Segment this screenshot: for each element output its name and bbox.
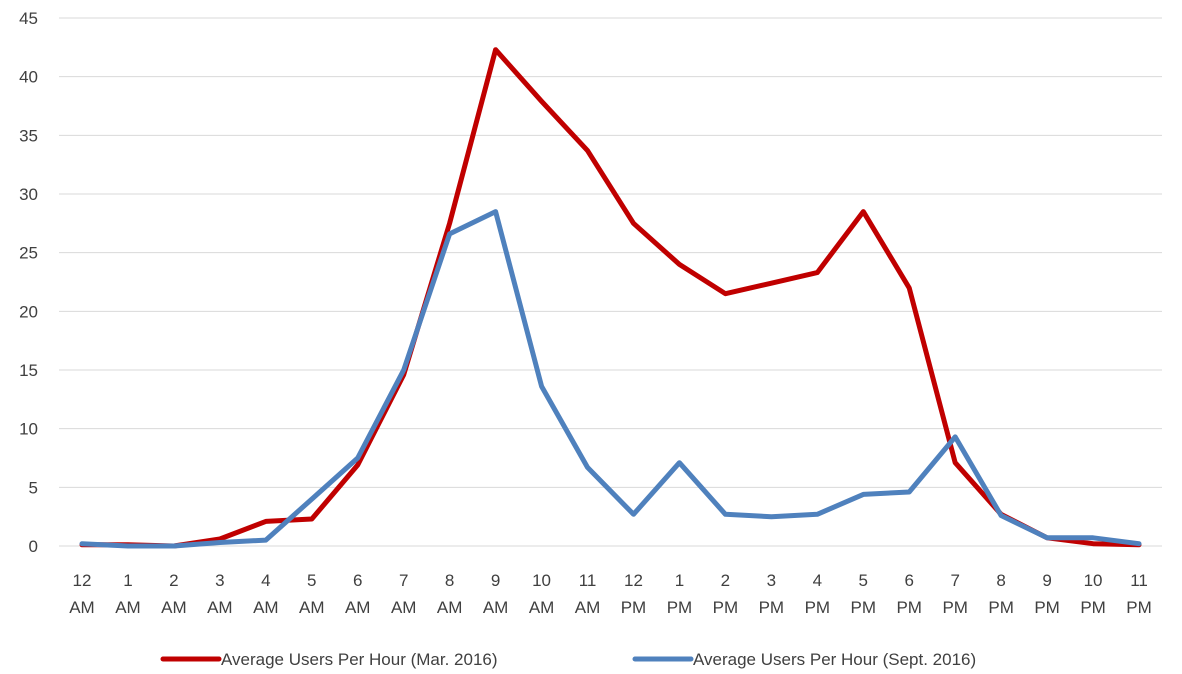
- x-tick-label-hour: 1: [675, 571, 684, 590]
- y-tick-label: 30: [19, 185, 38, 204]
- x-tick-label-hour: 9: [1042, 571, 1051, 590]
- series-lines: [79, 47, 1142, 549]
- y-tick-label: 15: [19, 361, 38, 380]
- x-tick-label-period: PM: [942, 598, 968, 617]
- legend-label-1: Average Users Per Hour (Mar. 2016): [221, 650, 498, 669]
- y-tick-label: 5: [29, 478, 38, 497]
- y-axis-tick-labels: 0 5 10 15 20 25 30 35 40 45: [19, 9, 38, 556]
- x-tick-label-hour: 12: [624, 571, 643, 590]
- x-tick-label-period: AM: [345, 598, 371, 617]
- y-tick-label: 20: [19, 302, 38, 321]
- x-tick-label-hour: 10: [532, 571, 551, 590]
- x-tick-label-hour: 6: [904, 571, 913, 590]
- x-tick-label-period: PM: [1034, 598, 1060, 617]
- x-tick-label-period: PM: [851, 598, 877, 617]
- x-tick-label-period: PM: [759, 598, 785, 617]
- x-tick-label-period: AM: [207, 598, 233, 617]
- x-tick-label-hour: 12: [73, 571, 92, 590]
- x-axis-tick-labels: 12AM1AM2AM3AM4AM5AM6AM7AM8AM9AM10AM11AM1…: [69, 571, 1152, 617]
- x-tick-label-hour: 2: [169, 571, 178, 590]
- x-tick-label-hour: 4: [813, 571, 822, 590]
- y-tick-label: 45: [19, 9, 38, 28]
- x-tick-label-period: AM: [115, 598, 141, 617]
- x-tick-label-period: AM: [437, 598, 463, 617]
- x-tick-label-period: AM: [253, 598, 279, 617]
- x-tick-label-period: AM: [575, 598, 601, 617]
- y-tick-label: 25: [19, 244, 38, 263]
- y-tick-label: 40: [19, 68, 38, 87]
- x-tick-label-hour: 3: [215, 571, 224, 590]
- x-tick-label-period: AM: [529, 598, 555, 617]
- x-tick-label-period: AM: [391, 598, 417, 617]
- x-tick-label-period: PM: [713, 598, 739, 617]
- x-tick-label-hour: 6: [353, 571, 362, 590]
- x-tick-label-hour: 8: [445, 571, 454, 590]
- x-tick-label-hour: 5: [859, 571, 868, 590]
- x-tick-label-hour: 2: [721, 571, 730, 590]
- x-tick-label-period: PM: [805, 598, 831, 617]
- legend-label-2: Average Users Per Hour (Sept. 2016): [693, 650, 976, 669]
- x-tick-label-hour: 1: [123, 571, 132, 590]
- x-tick-label-period: PM: [621, 598, 647, 617]
- x-tick-label-hour: 8: [996, 571, 1005, 590]
- x-tick-label-period: PM: [667, 598, 693, 617]
- series-line-1: [79, 47, 1142, 549]
- y-tick-label: 35: [19, 126, 38, 145]
- x-tick-label-hour: 3: [767, 571, 776, 590]
- x-tick-label-hour: 7: [399, 571, 408, 590]
- x-tick-label-period: AM: [69, 598, 95, 617]
- x-tick-label-period: AM: [299, 598, 325, 617]
- x-tick-label-period: PM: [1080, 598, 1106, 617]
- x-tick-label-hour: 4: [261, 571, 270, 590]
- x-tick-label-hour: 5: [307, 571, 316, 590]
- x-tick-label-period: PM: [988, 598, 1014, 617]
- legend: Average Users Per Hour (Mar. 2016) Averag…: [160, 650, 976, 669]
- gridlines: [59, 17, 1162, 488]
- x-tick-label-hour: 11: [1130, 571, 1148, 590]
- x-tick-label-period: PM: [896, 598, 922, 617]
- x-tick-label-hour: 7: [950, 571, 959, 590]
- x-tick-label-period: AM: [483, 598, 509, 617]
- x-tick-label-period: PM: [1126, 598, 1152, 617]
- x-tick-label-hour: 11: [579, 571, 597, 590]
- x-tick-label-hour: 9: [491, 571, 500, 590]
- x-tick-label-hour: 10: [1084, 571, 1103, 590]
- y-tick-label: 10: [19, 420, 38, 439]
- y-tick-label: 0: [29, 537, 38, 556]
- x-tick-label-period: AM: [161, 598, 187, 617]
- series-line-2: [79, 209, 1142, 549]
